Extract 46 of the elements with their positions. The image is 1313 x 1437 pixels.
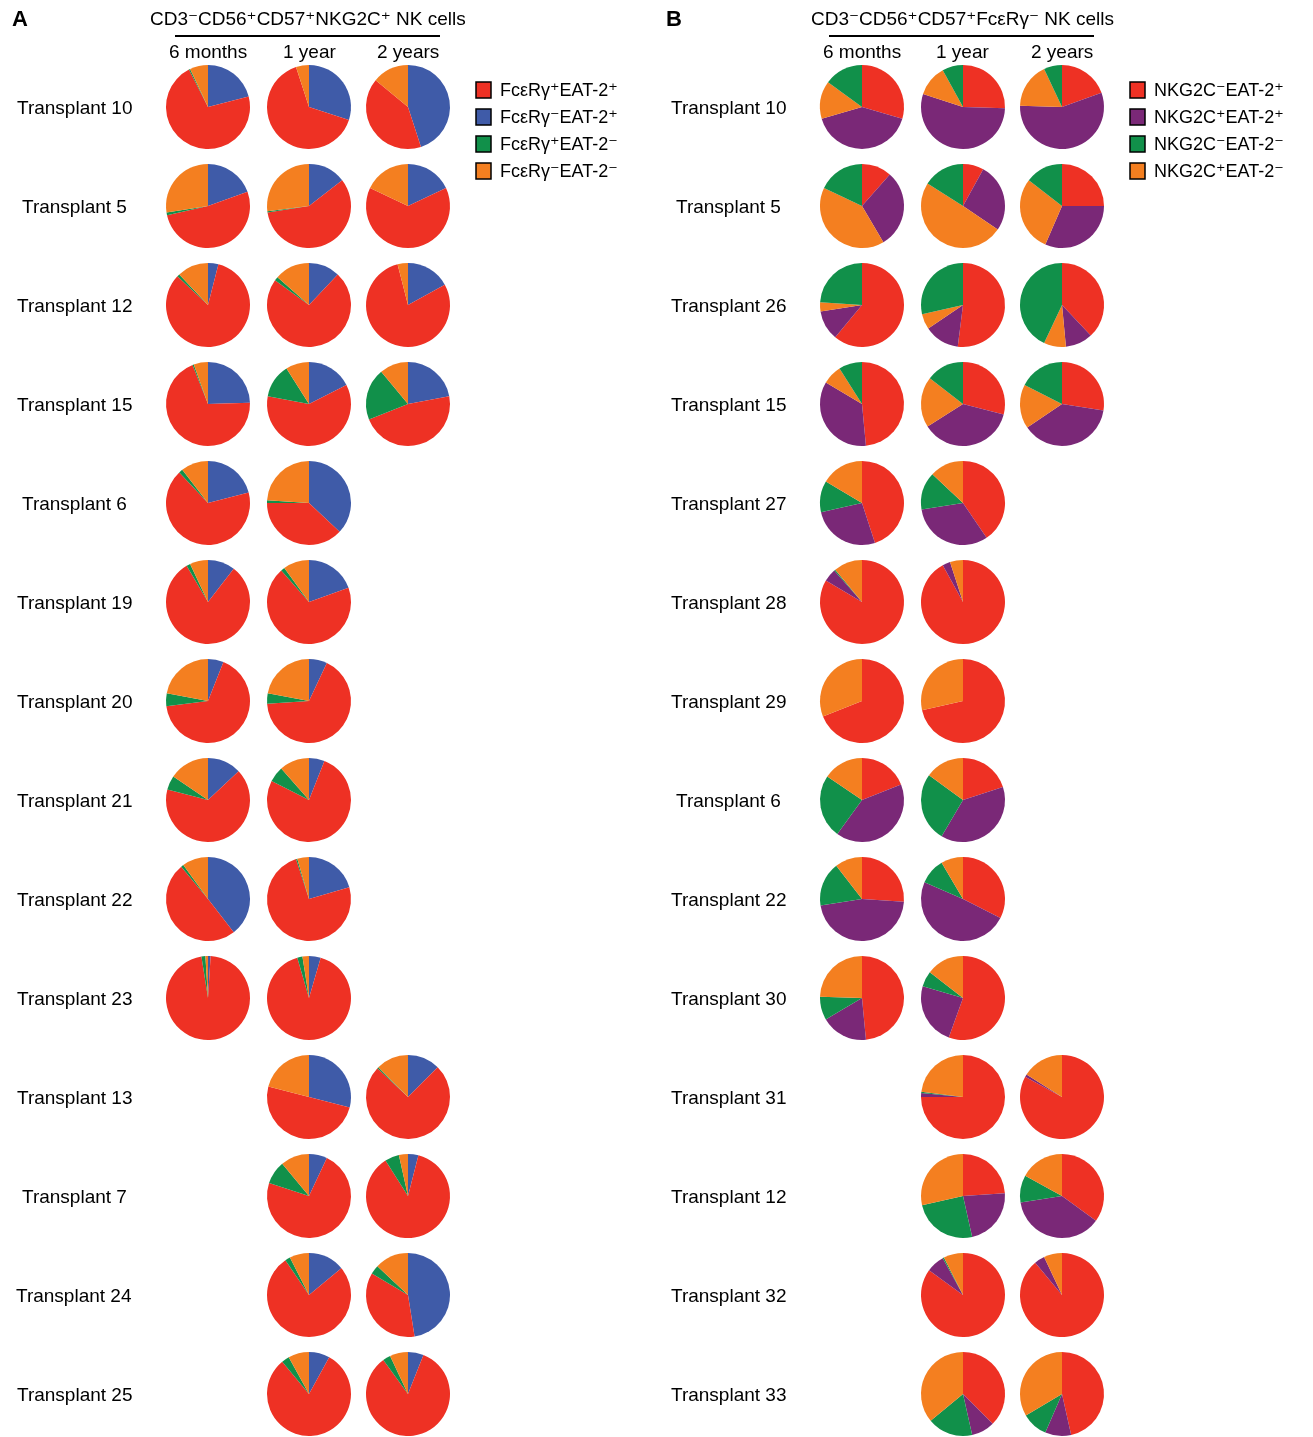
text: Transplant 6	[676, 790, 781, 811]
text: Transplant 22	[17, 889, 133, 910]
text: Transplant 5	[676, 196, 781, 217]
text: CD3⁻CD56⁺CD57⁺NKG2C⁺ NK cells	[150, 8, 466, 29]
category-label: 2 years	[377, 41, 440, 62]
category-label: 2 years	[1031, 41, 1094, 62]
legend-label: NKG2C⁺EAT-2⁻	[1154, 161, 1284, 181]
text: Transplant 29	[671, 691, 787, 712]
category-label: 6 months	[823, 41, 902, 62]
text: Transplant 33	[671, 1384, 787, 1405]
legend-label: FcεRγ⁺EAT-2⁺	[500, 80, 618, 100]
legend-label: NKG2C⁻EAT-2⁻	[1154, 134, 1284, 154]
category-label: 1 year	[283, 41, 337, 62]
text: Transplant 28	[671, 592, 787, 613]
legend-label: FcεRγ⁻EAT-2⁻	[500, 161, 618, 181]
category-label: 6 months	[169, 41, 248, 62]
text: Transplant 32	[671, 1285, 787, 1306]
text: CD3⁻CD56⁺CD57⁺FcεRγ⁻ NK cells	[811, 8, 1115, 29]
text: Transplant 10	[17, 97, 133, 118]
text: A	[12, 6, 28, 31]
text: Transplant 15	[17, 394, 133, 415]
text: Transplant 19	[17, 592, 133, 613]
text: Transplant 23	[17, 988, 133, 1009]
text: Transplant 10	[671, 97, 787, 118]
text: Transplant 27	[671, 493, 787, 514]
text: Transplant 24	[16, 1285, 132, 1306]
text: Transplant 22	[671, 889, 787, 910]
text: Transplant 20	[17, 691, 133, 712]
text: Transplant 5	[22, 196, 127, 217]
text: Transplant 30	[671, 988, 787, 1009]
text: Transplant 31	[671, 1087, 787, 1108]
text: Transplant 21	[17, 790, 133, 811]
category-label: 1 year	[936, 41, 990, 62]
text: Transplant 15	[671, 394, 787, 415]
legend-label: FcεRγ⁻EAT-2⁺	[500, 107, 618, 127]
text: Transplant 12	[17, 295, 133, 316]
legend-label: FcεRγ⁺EAT-2⁻	[500, 134, 618, 154]
text: Transplant 7	[22, 1186, 127, 1207]
text: Transplant 6	[22, 493, 127, 514]
text: B	[666, 6, 682, 31]
text: Transplant 13	[17, 1087, 133, 1108]
text: Transplant 12	[671, 1186, 787, 1207]
text: Transplant 26	[671, 295, 787, 316]
legend-label: NKG2C⁺EAT-2⁺	[1154, 107, 1284, 127]
text: Transplant 25	[17, 1384, 133, 1405]
legend-label: NKG2C⁻EAT-2⁺	[1154, 80, 1284, 100]
